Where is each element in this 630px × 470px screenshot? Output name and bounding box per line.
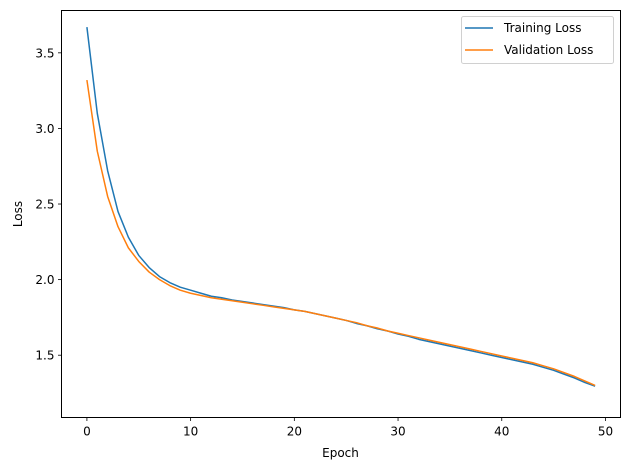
- y-tick-label: 3.0: [35, 122, 54, 136]
- plot-area: [61, 10, 621, 418]
- x-tick-label: 50: [598, 425, 613, 439]
- x-axis: 0 10 20 30 40 50: [83, 417, 613, 439]
- y-axis-label: Loss: [11, 201, 25, 227]
- x-axis-label: Epoch: [322, 446, 359, 460]
- legend-label-validation: Validation Loss: [504, 43, 593, 57]
- series-layer: [86, 27, 596, 387]
- legend: Training Loss Validation Loss: [461, 16, 614, 64]
- x-tick-label: 40: [494, 425, 509, 439]
- x-tick-label: 10: [183, 425, 198, 439]
- y-tick-label: 2.5: [35, 198, 54, 212]
- plot-frame: [61, 10, 621, 418]
- y-axis: 1.5 2.0 2.5 3.0 3.5: [35, 46, 62, 363]
- x-tick-label: 0: [83, 425, 91, 439]
- y-tick-label: 2.0: [35, 273, 54, 287]
- x-tick-label: 30: [390, 425, 405, 439]
- legend-label-training: Training Loss: [503, 21, 581, 35]
- x-tick-label: 20: [287, 425, 302, 439]
- y-tick-label: 1.5: [35, 349, 54, 363]
- y-tick-label: 3.5: [35, 46, 54, 60]
- series-line-validation-loss: [86, 79, 596, 387]
- legend-box: [461, 16, 614, 64]
